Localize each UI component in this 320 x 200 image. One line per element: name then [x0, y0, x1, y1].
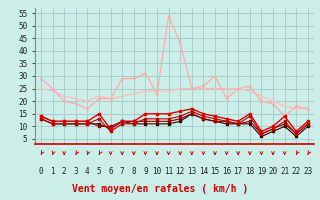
Text: 9: 9: [143, 167, 148, 176]
Text: 5: 5: [97, 167, 101, 176]
Text: 4: 4: [85, 167, 90, 176]
Text: 6: 6: [108, 167, 113, 176]
Text: 15: 15: [210, 167, 220, 176]
Text: 2: 2: [62, 167, 67, 176]
Text: 10: 10: [152, 167, 162, 176]
Text: Vent moyen/en rafales ( km/h ): Vent moyen/en rafales ( km/h ): [72, 184, 248, 194]
Text: 22: 22: [292, 167, 301, 176]
Text: 21: 21: [280, 167, 289, 176]
Text: 16: 16: [222, 167, 231, 176]
Text: 11: 11: [164, 167, 173, 176]
Text: 13: 13: [187, 167, 196, 176]
Text: 19: 19: [257, 167, 266, 176]
Text: 1: 1: [50, 167, 55, 176]
Text: 18: 18: [245, 167, 254, 176]
Text: 7: 7: [120, 167, 124, 176]
Text: 0: 0: [39, 167, 43, 176]
Text: 14: 14: [199, 167, 208, 176]
Text: 8: 8: [132, 167, 136, 176]
Text: 17: 17: [234, 167, 243, 176]
Text: 3: 3: [74, 167, 78, 176]
Text: 23: 23: [303, 167, 312, 176]
Text: 20: 20: [268, 167, 278, 176]
Text: 12: 12: [176, 167, 185, 176]
